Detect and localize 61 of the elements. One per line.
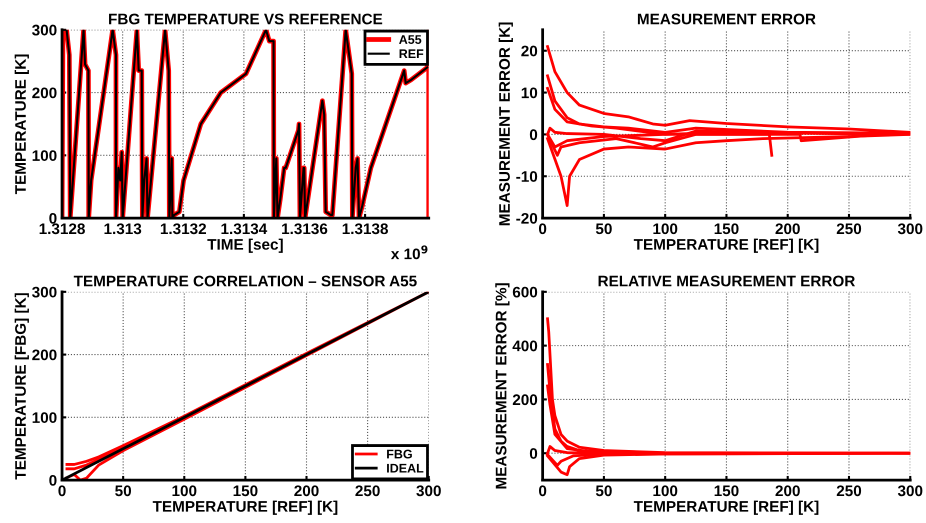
x-tick-label: 1.3128 [40,223,85,234]
y-tick-label: 200 [32,87,57,98]
x-axis-title: TEMPERATURE [REF] [K] [634,238,818,253]
chart-title: TEMPERATURE CORRELATION – SENSOR A55 [74,276,417,286]
x-tick-label: 250 [836,485,862,496]
x-tick-label: 250 [355,485,380,496]
legend-label: REF [400,49,424,58]
x-axis-title: TIME [sec] [207,238,283,253]
x-tick-label: 200 [776,223,800,234]
y-tick-label: 400 [512,340,538,352]
chart-title: FBG TEMPERATURE VS REFERENCE [109,14,382,24]
y-tick-label: 200 [512,394,538,406]
x-tick-label: 250 [836,223,862,234]
legend-label: FBG [387,450,412,458]
x-tick-label: 300 [898,485,922,496]
x-tick-label: 50 [115,485,132,496]
y-tick-label: 200 [32,349,57,360]
chart-title: MEASUREMENT ERROR [638,14,816,24]
text: x 10$^{9}$ [390,245,428,260]
legend-label: IDEAL [387,464,424,473]
y-tick-label: -10 [516,171,538,182]
y-tick-label: 10 [522,87,538,98]
y-tick-label: 300 [32,24,57,36]
x-tick-label: 100 [172,485,196,496]
x-tick-label: 50 [596,485,612,496]
y-axis-title: MEASUREMENT ERROR [K] [498,22,513,226]
y-tick-label: 600 [512,286,538,298]
x-axis-title: TEMPERATURE [REF] [K] [634,500,818,515]
y-axis-title: TEMPERATURE [K] [14,54,29,194]
x-tick-label: 300 [416,485,441,496]
x-tick-label: 150 [714,223,739,234]
y-tick-label: 300 [32,286,57,298]
y-tick-label: 100 [32,412,57,424]
x-tick-label: 1.3134 [221,223,268,234]
x-tick-label: 150 [234,485,258,496]
y-tick-label: 0 [530,129,538,140]
y-tick-label: -20 [516,212,538,224]
x-tick-label: 0 [58,485,66,496]
x-tick-label: 300 [898,223,922,234]
x-tick-label: 1.3136 [282,223,328,234]
x-tick-label: 0 [538,485,546,496]
x-tick-label: 200 [776,485,800,496]
y-tick-label: 0 [530,448,538,459]
x-tick-label: 100 [653,485,678,496]
x-tick-label: 1.3138 [342,223,388,234]
x-tick-label: 1.313 [104,223,142,234]
x-tick-label: 0 [538,223,546,234]
x-axis-title: TEMPERATURE [REF] [K] [152,500,338,515]
x-tick-label: 150 [714,485,739,496]
y-tick-label: 0 [49,474,57,486]
x-tick-label: 1.3132 [160,223,206,234]
chart-title: RELATIVE MEASUREMENT ERROR [598,276,856,286]
y-tick-label: 0 [49,212,57,224]
y-tick-label: 100 [32,150,57,162]
x-tick-label: 100 [653,223,678,234]
y-axis-title: MEASUREMENT ERROR [%] [495,283,510,489]
y-tick-label: 20 [521,46,538,56]
y-axis-title: TEMPERATURE [FBG] [K] [14,293,29,480]
legend-label: A55 [399,35,422,44]
x-tick-label: 200 [294,485,319,496]
x-tick-label: 50 [596,223,612,234]
